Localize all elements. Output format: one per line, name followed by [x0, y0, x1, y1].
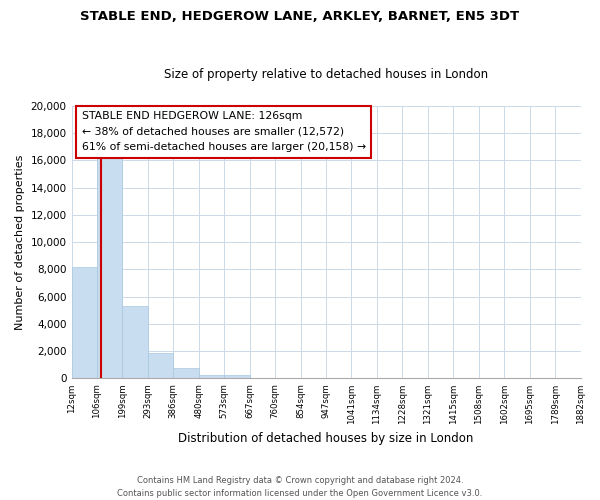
- Bar: [122, 306, 148, 378]
- Bar: [148, 353, 173, 378]
- Bar: [97, 152, 122, 378]
- Title: Size of property relative to detached houses in London: Size of property relative to detached ho…: [164, 68, 488, 81]
- Text: Contains HM Land Registry data © Crown copyright and database right 2024.
Contai: Contains HM Land Registry data © Crown c…: [118, 476, 482, 498]
- Text: STABLE END, HEDGEROW LANE, ARKLEY, BARNET, EN5 3DT: STABLE END, HEDGEROW LANE, ARKLEY, BARNE…: [80, 10, 520, 23]
- Y-axis label: Number of detached properties: Number of detached properties: [15, 154, 25, 330]
- X-axis label: Distribution of detached houses by size in London: Distribution of detached houses by size …: [178, 432, 474, 445]
- Bar: [173, 368, 199, 378]
- Bar: [199, 374, 224, 378]
- Text: STABLE END HEDGEROW LANE: 126sqm
← 38% of detached houses are smaller (12,572)
6: STABLE END HEDGEROW LANE: 126sqm ← 38% o…: [82, 111, 366, 152]
- Bar: [71, 266, 97, 378]
- Bar: [224, 374, 250, 378]
